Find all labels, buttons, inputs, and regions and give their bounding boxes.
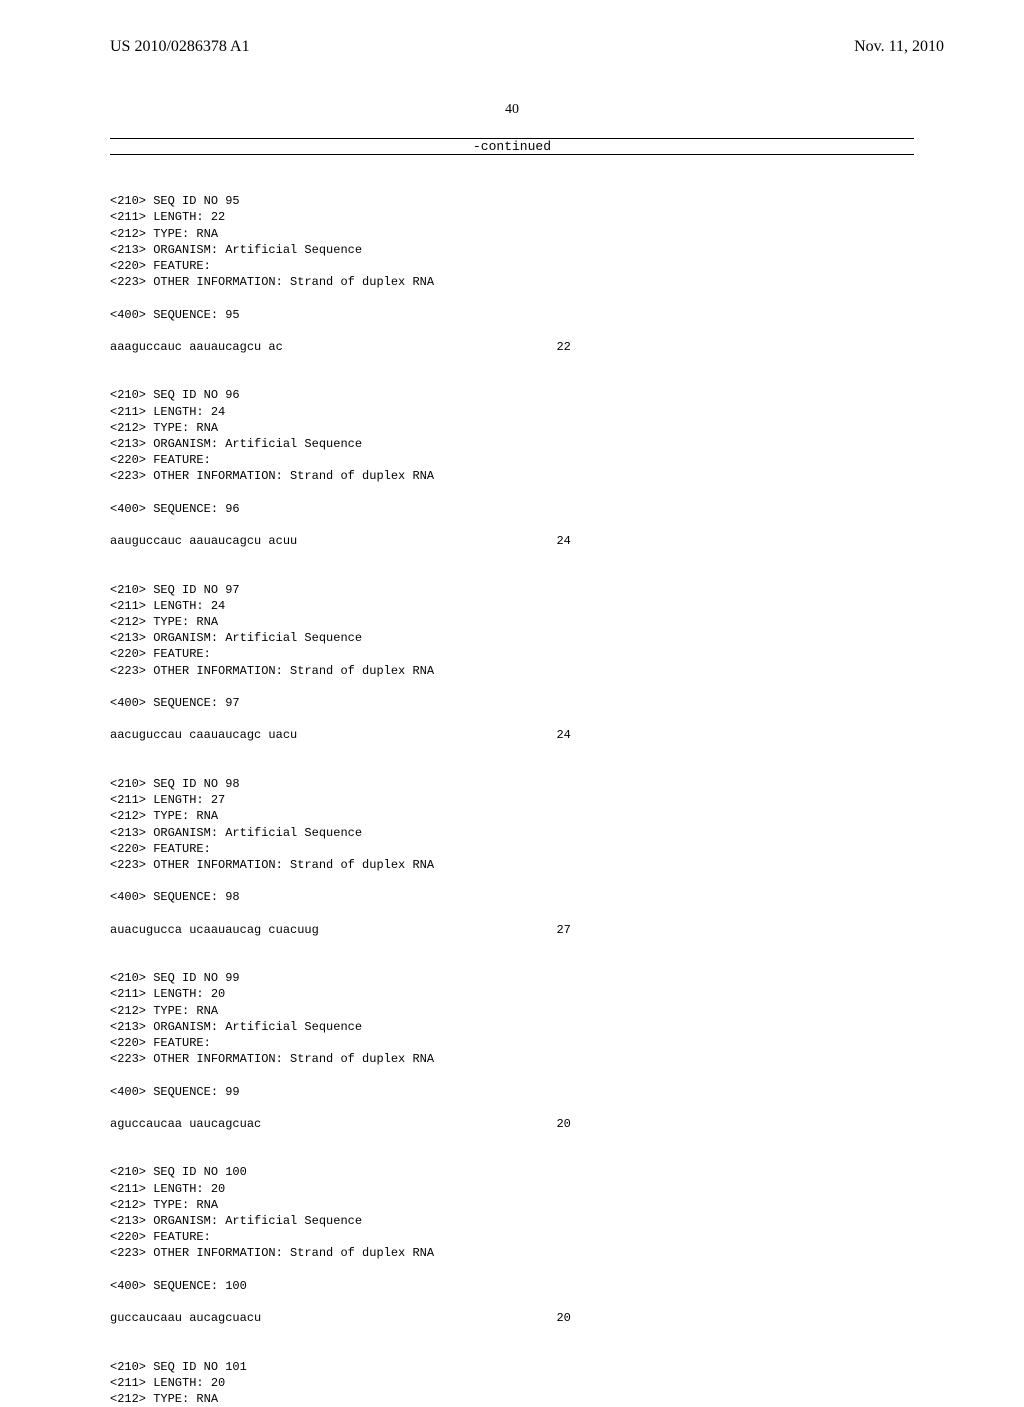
page-number: 40 [0,102,1024,118]
sequence-listing: <210> SEQ ID NO 95 <211> LENGTH: 22 <212… [0,157,1024,1407]
publication-number: US 2010/0286378 A1 [110,38,250,56]
page-header: US 2010/0286378 A1 Nov. 11, 2010 [0,0,1024,62]
publication-date: Nov. 11, 2010 [854,38,944,56]
bottom-rule [110,154,914,155]
continued-label: -continued [110,139,914,154]
